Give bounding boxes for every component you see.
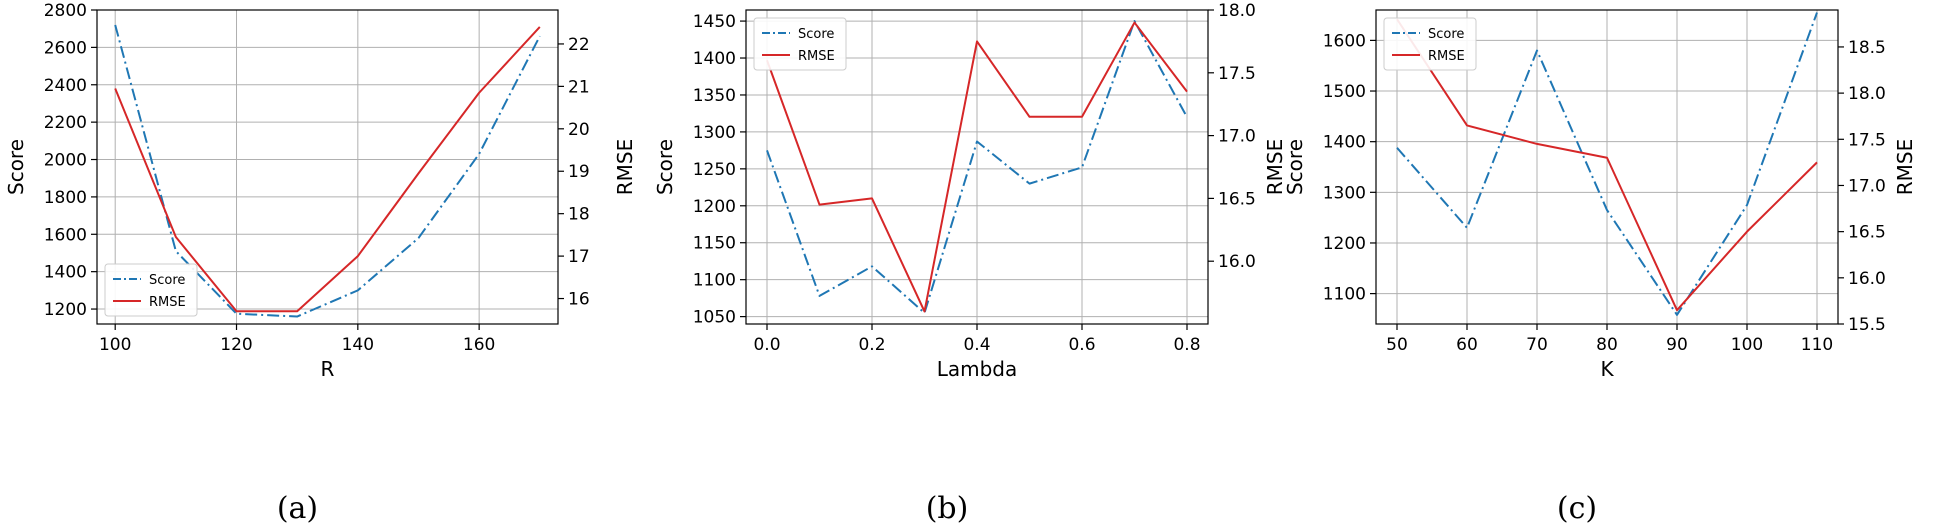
legend: Score RMSE <box>104 263 198 317</box>
x-tick-label: 0.4 <box>963 335 990 355</box>
x-tick-label: 110 <box>1801 335 1833 355</box>
x-tick-label: 100 <box>99 335 131 355</box>
y2-tick-label: 16.0 <box>1218 252 1256 272</box>
y-tick-label: 1100 <box>693 271 736 291</box>
series-line-score <box>1396 12 1818 316</box>
y-tick-label: 1450 <box>693 12 736 32</box>
y-tick-label: 2200 <box>44 113 87 133</box>
series-line-score <box>766 20 1188 314</box>
plot-area-frame <box>96 9 559 325</box>
y-tick-label: 1500 <box>1323 82 1366 102</box>
legend-box <box>1383 17 1477 71</box>
y-tick-label: 1050 <box>693 308 736 328</box>
y-tick-label: 2600 <box>44 38 87 58</box>
y2-tick-label: 20 <box>568 120 590 140</box>
y-tick-label: 1800 <box>44 188 87 208</box>
y-tick-label: 1100 <box>1323 285 1366 305</box>
data-point-score <box>175 250 177 252</box>
y2-tick-label: 16 <box>568 290 590 310</box>
plot-area-frame <box>745 9 1209 325</box>
legend-label-score: Score <box>798 27 834 42</box>
y2-axis-title: RMSE <box>1263 139 1287 195</box>
y2-tick-label: 17.0 <box>1848 176 1886 196</box>
y2-axis-title: RMSE <box>613 139 637 195</box>
series-line-rmse <box>114 26 541 313</box>
y-tick-label: 1150 <box>693 234 736 254</box>
x-tick-label: 50 <box>1386 335 1408 355</box>
chart-panel-1: 100 120 140 160 1200 1400 1600 1800 2000 2200 2400… <box>4 1 637 526</box>
legend-label-rmse: RMSE <box>149 295 186 310</box>
y-axis-title: Score <box>4 139 28 195</box>
x-tick-label: 90 <box>1666 335 1688 355</box>
y2-tick-label: 16.0 <box>1848 269 1886 289</box>
x-tick-label: 0.2 <box>858 335 885 355</box>
legend-label-score: Score <box>149 273 185 288</box>
y2-tick-label: 18.5 <box>1848 38 1886 58</box>
legend-box <box>753 17 847 71</box>
y-tick-label: 2800 <box>44 1 87 21</box>
y2-tick-label: 17.5 <box>1218 64 1256 84</box>
y-tick-label: 1400 <box>693 49 736 69</box>
y-tick-label: 1600 <box>44 225 87 245</box>
y-tick-label: 1200 <box>693 197 736 217</box>
y2-tick-label: 17.5 <box>1848 130 1886 150</box>
x-tick-label: 0.6 <box>1068 335 1095 355</box>
x-axis-title: Lambda <box>937 357 1018 381</box>
x-axis-title: R <box>321 357 335 381</box>
legend: Score RMSE <box>753 17 847 71</box>
chart-panel-2: 0.0 0.2 0.4 0.6 0.8 1050 1100 1150 1200 1250 1300 1… <box>653 1 1287 526</box>
x-tick-label: 70 <box>1526 335 1548 355</box>
y2-tick-label: 18.0 <box>1848 84 1886 104</box>
panel-caption: (a) <box>277 491 318 526</box>
y-tick-label: 1250 <box>693 160 736 180</box>
y-tick-label: 1300 <box>1323 183 1366 203</box>
plot-area-frame <box>1375 9 1839 325</box>
legend: Score RMSE <box>1383 17 1477 71</box>
legend-box <box>104 263 198 317</box>
chart-panel-3: 50 60 70 80 90 100 110 1100 1200 1300 1400 1500 1600… <box>1283 9 1917 526</box>
x-tick-label: 160 <box>463 335 495 355</box>
x-tick-label: 100 <box>1731 335 1763 355</box>
y2-tick-label: 18 <box>568 205 590 225</box>
y-axis-title: Score <box>653 139 677 195</box>
y2-tick-label: 16.5 <box>1218 189 1256 209</box>
x-tick-label: 120 <box>220 335 252 355</box>
x-tick-label: 140 <box>342 335 374 355</box>
y2-tick-label: 16.5 <box>1848 223 1886 243</box>
y-axis-title: Score <box>1283 139 1307 195</box>
y2-tick-label: 21 <box>568 77 590 97</box>
legend-label-score: Score <box>1428 27 1464 42</box>
y2-tick-label: 18.0 <box>1218 1 1256 21</box>
y-tick-label: 1350 <box>693 86 736 106</box>
y-tick-label: 1200 <box>44 300 87 320</box>
x-axis-title: K <box>1600 357 1614 381</box>
y-tick-label: 1600 <box>1323 31 1366 51</box>
y-tick-label: 2400 <box>44 76 87 96</box>
y2-axis-title: RMSE <box>1893 139 1917 195</box>
series-line-rmse <box>766 21 1188 313</box>
y2-tick-label: 17 <box>568 247 590 267</box>
y2-tick-label: 22 <box>568 35 590 55</box>
y-tick-label: 1400 <box>44 263 87 283</box>
legend-label-rmse: RMSE <box>798 49 835 64</box>
x-tick-label: 0.0 <box>753 335 780 355</box>
legend-label-rmse: RMSE <box>1428 49 1465 64</box>
y-tick-label: 1300 <box>693 123 736 143</box>
y2-tick-label: 17.0 <box>1218 127 1256 147</box>
x-tick-label: 60 <box>1456 335 1478 355</box>
x-tick-label: 80 <box>1596 335 1618 355</box>
series-line-score <box>114 24 541 318</box>
series-line-rmse <box>1396 18 1818 312</box>
panel-caption: (c) <box>1557 491 1597 526</box>
y2-tick-label: 19 <box>568 162 590 182</box>
y2-tick-label: 15.5 <box>1848 315 1886 335</box>
y-tick-label: 1200 <box>1323 234 1366 254</box>
x-tick-label: 0.8 <box>1173 335 1200 355</box>
panel-caption: (b) <box>926 491 969 526</box>
y-tick-label: 1400 <box>1323 133 1366 153</box>
y-tick-label: 2000 <box>44 151 87 171</box>
